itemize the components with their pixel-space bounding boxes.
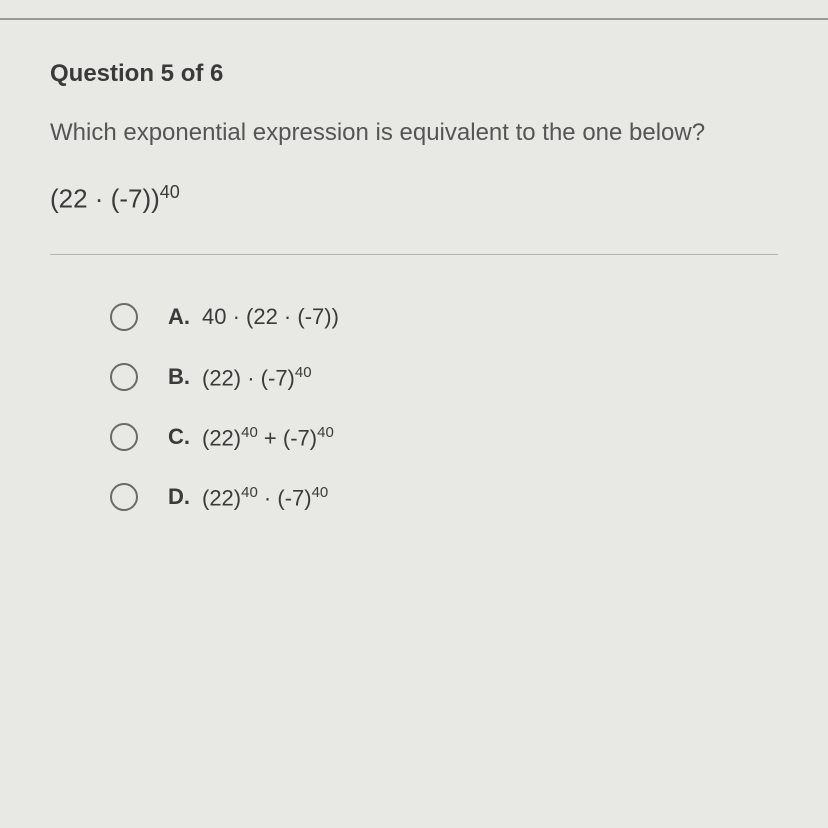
option-letter: B.: [168, 364, 190, 390]
option-text: 40 · (22 · (-7)): [202, 304, 339, 330]
radio-icon[interactable]: [110, 483, 138, 511]
option-a[interactable]: A. 40 · (22 · (-7)): [110, 303, 778, 331]
option-letter: C.: [168, 424, 190, 450]
question-header: Question 5 of 6: [50, 60, 778, 88]
radio-icon[interactable]: [110, 303, 138, 331]
expression-exponent: 40: [160, 182, 180, 202]
question-expression: (22 · (-7))40: [50, 182, 778, 215]
option-b[interactable]: B. (22) · (-7)40: [110, 363, 778, 391]
option-text: (22) · (-7)40: [202, 364, 312, 391]
option-letter: A.: [168, 304, 190, 330]
option-d[interactable]: D. (22)40 · (-7)40: [110, 483, 778, 511]
radio-icon[interactable]: [110, 423, 138, 451]
radio-icon[interactable]: [110, 363, 138, 391]
top-border: [0, 18, 828, 20]
options-container: A. 40 · (22 · (-7)) B. (22) · (-7)40 C. …: [50, 303, 778, 511]
option-c[interactable]: C. (22)40 + (-7)40: [110, 423, 778, 451]
option-letter: D.: [168, 484, 190, 510]
expression-base: (22 · (-7)): [50, 183, 160, 213]
option-text: (22)40 · (-7)40: [202, 484, 328, 511]
section-divider: [50, 254, 778, 255]
option-text: (22)40 + (-7)40: [202, 424, 334, 451]
question-prompt: Which exponential expression is equivale…: [50, 116, 778, 150]
